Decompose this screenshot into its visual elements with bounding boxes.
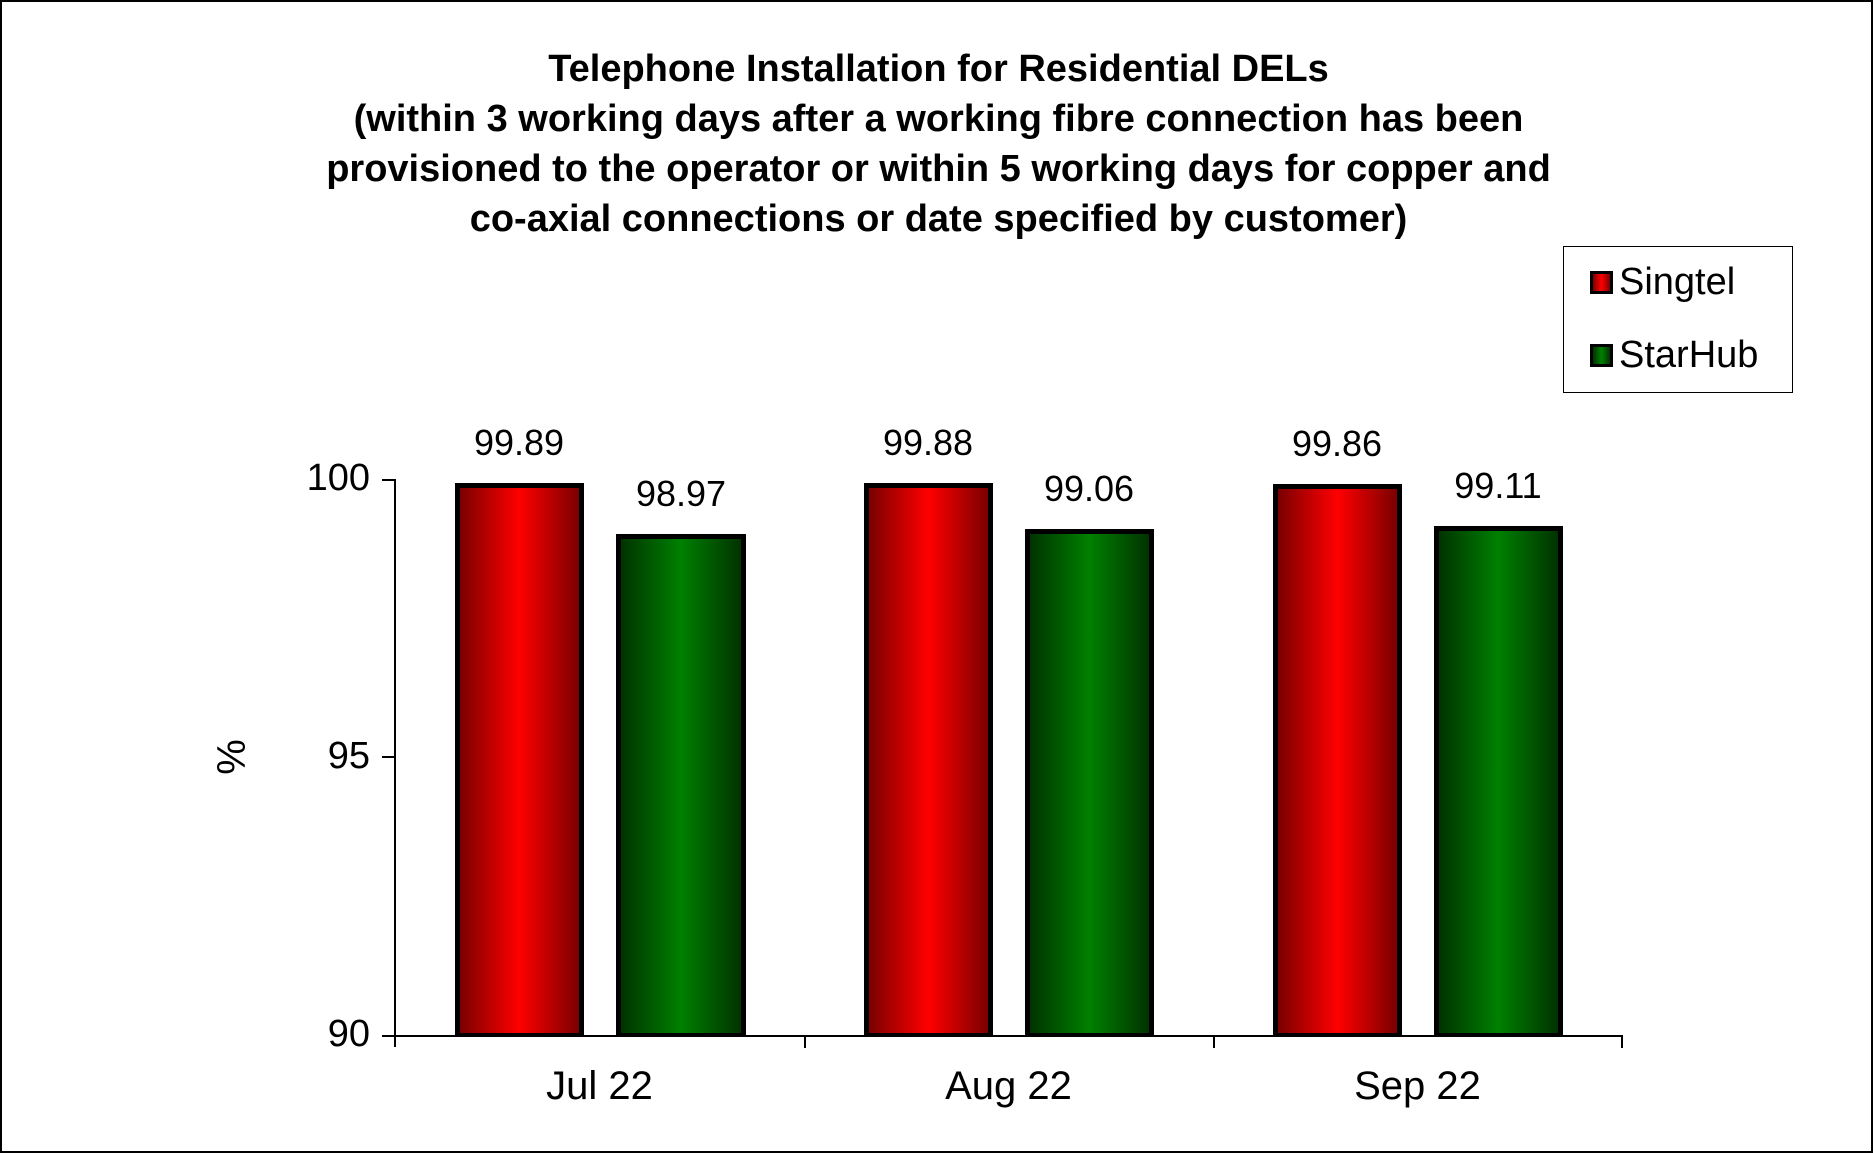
- legend-swatch-green-icon: [1590, 343, 1613, 367]
- x-tick: [1621, 1035, 1623, 1048]
- bar-singtel-aug-22: [864, 483, 993, 1037]
- y-tick-label: 95: [327, 735, 370, 777]
- y-tick: [382, 756, 395, 758]
- bar-singtel-sep-22: [1273, 484, 1402, 1037]
- legend: Singtel StarHub: [1563, 246, 1793, 393]
- data-label: 99.06: [1043, 468, 1135, 509]
- x-tick: [1213, 1035, 1215, 1048]
- chart-title-line: provisioned to the operator or within 5 …: [326, 148, 1551, 190]
- bar-starhub-sep-22: [1434, 526, 1563, 1037]
- legend-label: StarHub: [1619, 333, 1759, 376]
- x-category-label: Sep 22: [1354, 1064, 1481, 1108]
- chart-title-line: (within 3 working days after a working f…: [353, 98, 1524, 140]
- legend-swatch-red-icon: [1590, 270, 1613, 294]
- bar-starhub-jul-22: [616, 534, 746, 1037]
- bar-starhub-aug-22: [1025, 529, 1154, 1037]
- x-category-label: Jul 22: [546, 1064, 653, 1108]
- x-axis-line: [382, 1035, 1622, 1037]
- y-tick-label: 90: [327, 1013, 370, 1055]
- legend-item-singtel: Singtel: [1590, 260, 1736, 303]
- data-label: 99.11: [1454, 465, 1542, 506]
- chart-title: Telephone Installation for Residential D…: [2, 44, 1871, 244]
- chart-title-line: Telephone Installation for Residential D…: [548, 48, 1329, 90]
- y-axis-label: %: [210, 739, 254, 775]
- y-tick: [382, 479, 395, 481]
- x-tick: [804, 1035, 806, 1048]
- x-category-label: Aug 22: [945, 1064, 1072, 1108]
- data-label: 99.88: [882, 422, 974, 463]
- y-tick-label: 100: [306, 457, 370, 499]
- data-label: 98.97: [635, 473, 727, 514]
- chart-title-line: co-axial connections or date specified b…: [469, 198, 1408, 240]
- y-axis-line: [394, 479, 396, 1047]
- data-label: 99.86: [1291, 423, 1383, 464]
- bar-singtel-jul-22: [455, 483, 584, 1037]
- legend-item-starhub: StarHub: [1590, 333, 1759, 376]
- legend-label: Singtel: [1619, 260, 1736, 303]
- data-label: 99.89: [473, 422, 565, 463]
